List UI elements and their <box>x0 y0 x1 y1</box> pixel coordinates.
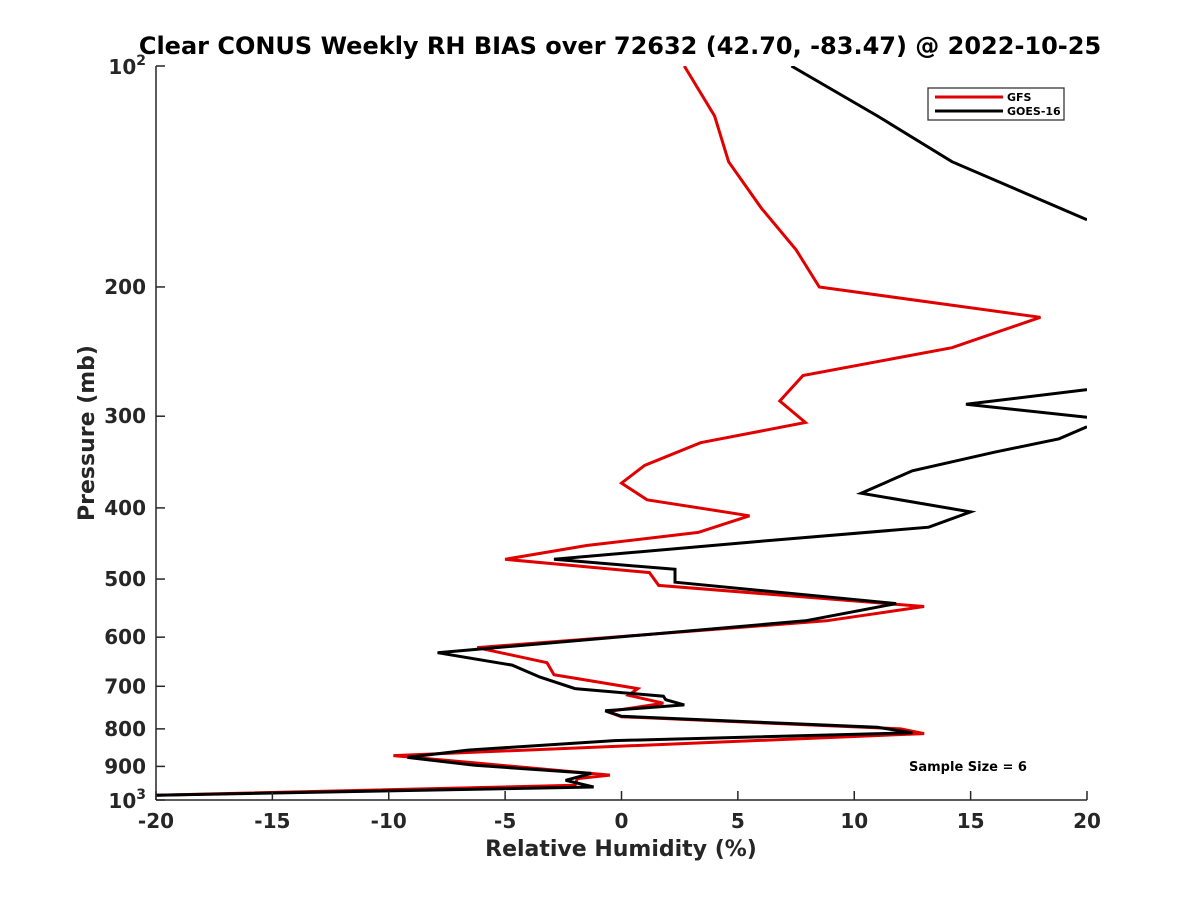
legend-label-goes16: GOES-16 <box>1007 105 1061 118</box>
y-tick-label: 900 <box>104 754 146 778</box>
x-tick-label: -20 <box>138 809 174 833</box>
legend-label-gfs: GFS <box>1007 91 1032 104</box>
y-tick-exponent: 3 <box>136 787 146 803</box>
y-tick-label: 800 <box>104 717 146 741</box>
x-tick-label: 15 <box>957 809 985 833</box>
y-tick-label-power: 102 <box>108 53 146 79</box>
x-tick-label: 5 <box>731 809 745 833</box>
y-tick-label: 200 <box>104 275 146 299</box>
axes <box>155 66 1087 801</box>
y-tick-label: 300 <box>104 404 146 428</box>
x-tick-label: -5 <box>494 809 516 833</box>
series-line-gfs <box>156 66 1041 797</box>
x-tick-label: 10 <box>840 809 868 833</box>
y-tick-label: 400 <box>104 496 146 520</box>
x-tick-label: 0 <box>615 809 629 833</box>
y-tick-label: 500 <box>104 567 146 591</box>
series-line-goes16 <box>156 66 1087 797</box>
y-axis-label: Pressure (mb) <box>75 345 100 521</box>
y-tick-base: 10 <box>108 55 136 79</box>
y-tick-label: 700 <box>104 674 146 698</box>
y-tick-base: 10 <box>108 789 136 813</box>
sample-size-annotation: Sample Size = 6 <box>909 760 1027 775</box>
y-tick-label: 600 <box>104 625 146 649</box>
legend: GFS GOES-16 <box>927 87 1065 121</box>
x-axis-label: Relative Humidity (%) <box>485 837 757 862</box>
x-tick-label: -15 <box>254 809 290 833</box>
x-tick-label: 20 <box>1073 809 1101 833</box>
y-tick-label-power: 103 <box>108 787 146 813</box>
x-tick-label: -10 <box>371 809 407 833</box>
y-tick-exponent: 2 <box>136 53 146 69</box>
series-layer <box>156 66 1087 797</box>
x-ticks: -20 -15 -10 -5 0 5 10 15 20 <box>138 791 1101 833</box>
chart-title: Clear CONUS Weekly RH BIAS over 72632 (4… <box>139 32 1101 60</box>
legend-box <box>927 87 1065 121</box>
